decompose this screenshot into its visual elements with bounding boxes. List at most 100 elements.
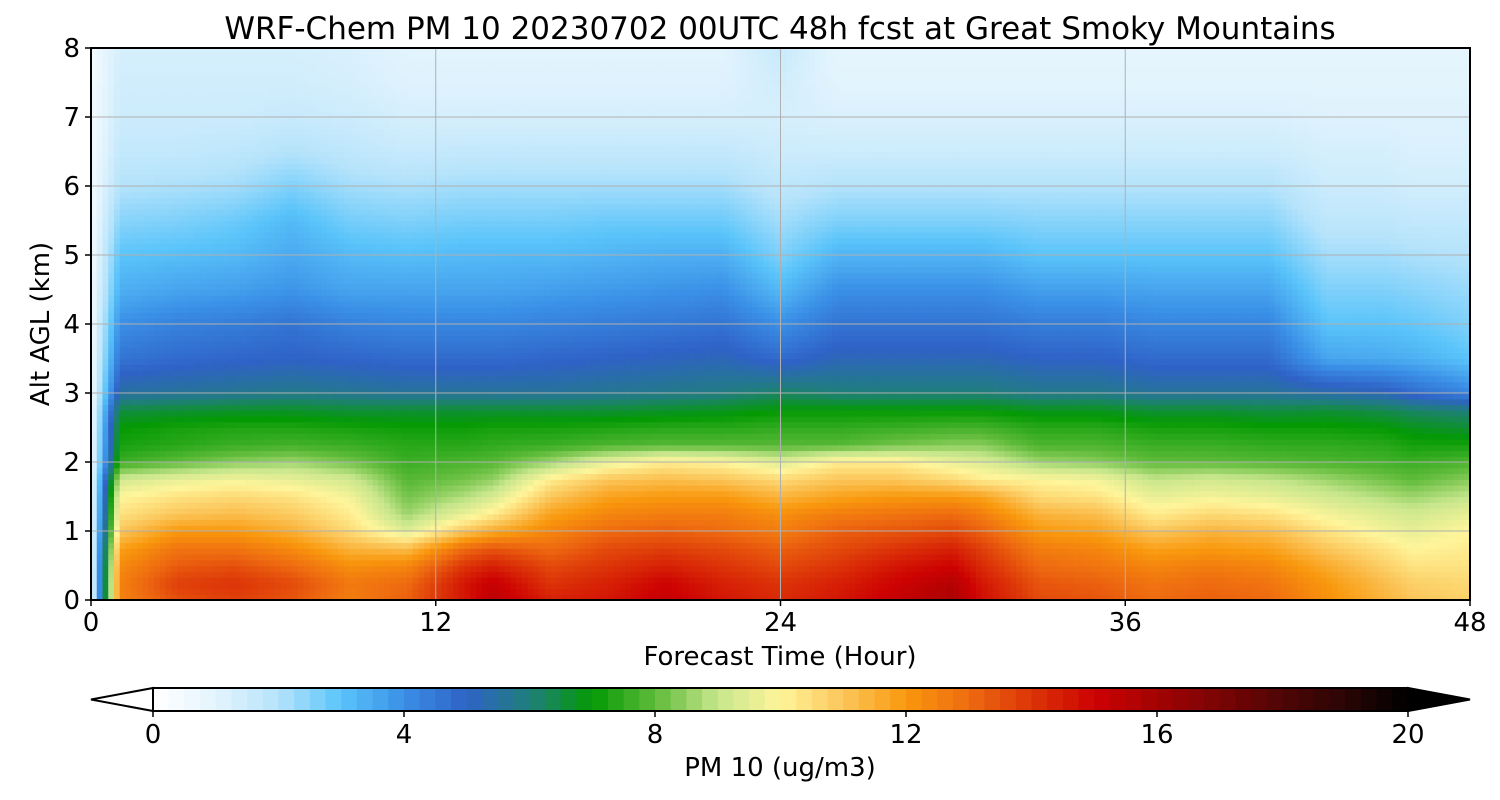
pm10-cell bbox=[338, 295, 344, 301]
pm10-cell bbox=[384, 382, 390, 388]
pm10-cell bbox=[327, 295, 333, 301]
pm10-cell bbox=[263, 117, 269, 123]
pm10-cell bbox=[384, 548, 390, 554]
pm10-cell bbox=[309, 451, 315, 457]
pm10-cell bbox=[177, 186, 183, 192]
pm10-cell bbox=[384, 399, 390, 405]
pm10-cell bbox=[166, 261, 172, 267]
pm10-cell bbox=[200, 203, 206, 209]
pm10-cell bbox=[252, 140, 258, 146]
pm10-cell bbox=[246, 468, 252, 474]
pm10-cell bbox=[217, 560, 223, 566]
pm10-cell bbox=[321, 140, 327, 146]
pm10-cell bbox=[367, 491, 373, 497]
pm10-cell bbox=[108, 100, 114, 106]
pm10-cell bbox=[355, 571, 361, 577]
pm10-cell bbox=[292, 393, 298, 399]
pm10-cell bbox=[206, 203, 212, 209]
pm10-cell bbox=[281, 405, 287, 411]
pm10-cell bbox=[304, 416, 310, 422]
pm10-cell bbox=[200, 60, 206, 66]
pm10-cell bbox=[183, 571, 189, 577]
pm10-cell bbox=[120, 209, 126, 215]
pm10-cell bbox=[143, 209, 149, 215]
pm10-cell bbox=[315, 163, 321, 169]
pm10-cell bbox=[120, 157, 126, 163]
pm10-cell bbox=[292, 451, 298, 457]
pm10-cell bbox=[367, 451, 373, 457]
pm10-cell bbox=[166, 221, 172, 227]
pm10-cell bbox=[183, 554, 189, 560]
pm10-cell bbox=[344, 336, 350, 342]
pm10-cell bbox=[258, 71, 264, 77]
pm10-cell bbox=[350, 589, 356, 595]
pm10-cell bbox=[355, 508, 361, 514]
pm10-cell bbox=[252, 589, 258, 595]
pm10-cell bbox=[332, 462, 338, 468]
pm10-cell bbox=[200, 238, 206, 244]
pm10-cell bbox=[281, 157, 287, 163]
pm10-cell bbox=[160, 520, 166, 526]
pm10-cell bbox=[194, 65, 200, 71]
pm10-cell bbox=[125, 146, 131, 152]
pm10-cell bbox=[327, 284, 333, 290]
pm10-cell bbox=[125, 537, 131, 543]
pm10-cell bbox=[367, 566, 373, 572]
pm10-cell bbox=[120, 272, 126, 278]
pm10-cell bbox=[229, 531, 235, 537]
pm10-cell bbox=[355, 284, 361, 290]
pm10-cell bbox=[321, 577, 327, 583]
pm10-cell bbox=[120, 474, 126, 480]
pm10-cell bbox=[212, 577, 218, 583]
pm10-cell bbox=[344, 468, 350, 474]
pm10-cell bbox=[97, 543, 103, 549]
pm10-cell bbox=[229, 60, 235, 66]
pm10-cell bbox=[350, 537, 356, 543]
pm10-cell bbox=[350, 301, 356, 307]
pm10-cell bbox=[206, 341, 212, 347]
pm10-cell bbox=[97, 508, 103, 514]
pm10-cell bbox=[338, 290, 344, 296]
pm10-cell bbox=[309, 71, 315, 77]
pm10-cell bbox=[246, 232, 252, 238]
pm10-cell bbox=[212, 589, 218, 595]
pm10-cell bbox=[361, 497, 367, 503]
pm10-cell bbox=[212, 554, 218, 560]
pm10-cell bbox=[108, 215, 114, 221]
pm10-cell bbox=[114, 232, 120, 238]
pm10-cell bbox=[281, 60, 287, 66]
pm10-cell bbox=[114, 192, 120, 198]
pm10-cell bbox=[143, 520, 149, 526]
pm10-cell bbox=[183, 583, 189, 589]
pm10-cell bbox=[102, 140, 108, 146]
pm10-cell bbox=[327, 359, 333, 365]
pm10-cell bbox=[137, 537, 143, 543]
pm10-cell bbox=[154, 54, 160, 60]
pm10-cell bbox=[361, 71, 367, 77]
pm10-cell bbox=[108, 433, 114, 439]
pm10-cell bbox=[304, 474, 310, 480]
pm10-cell bbox=[269, 410, 275, 416]
pm10-cell bbox=[235, 83, 241, 89]
pm10-cell bbox=[212, 238, 218, 244]
pm10-cell bbox=[275, 330, 281, 336]
pm10-cell bbox=[344, 474, 350, 480]
pm10-cell bbox=[183, 255, 189, 261]
pm10-cell bbox=[384, 462, 390, 468]
pm10-cell bbox=[194, 422, 200, 428]
pm10-cell bbox=[120, 71, 126, 77]
pm10-cell bbox=[373, 531, 379, 537]
pm10-cell bbox=[263, 88, 269, 94]
pm10-cell bbox=[373, 100, 379, 106]
pm10-cell bbox=[177, 209, 183, 215]
pm10-cell bbox=[206, 157, 212, 163]
pm10-cell bbox=[131, 163, 137, 169]
pm10-cell bbox=[338, 169, 344, 175]
pm10-cell bbox=[217, 554, 223, 560]
pm10-cell bbox=[309, 129, 315, 135]
pm10-cell bbox=[350, 140, 356, 146]
pm10-cell bbox=[125, 347, 131, 353]
pm10-cell bbox=[304, 468, 310, 474]
pm10-cell bbox=[102, 330, 108, 336]
pm10-cell bbox=[361, 445, 367, 451]
